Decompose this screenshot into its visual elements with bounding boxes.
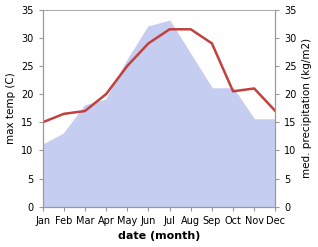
X-axis label: date (month): date (month) <box>118 231 200 242</box>
Y-axis label: med. precipitation (kg/m2): med. precipitation (kg/m2) <box>302 38 313 178</box>
Y-axis label: max temp (C): max temp (C) <box>5 72 16 144</box>
